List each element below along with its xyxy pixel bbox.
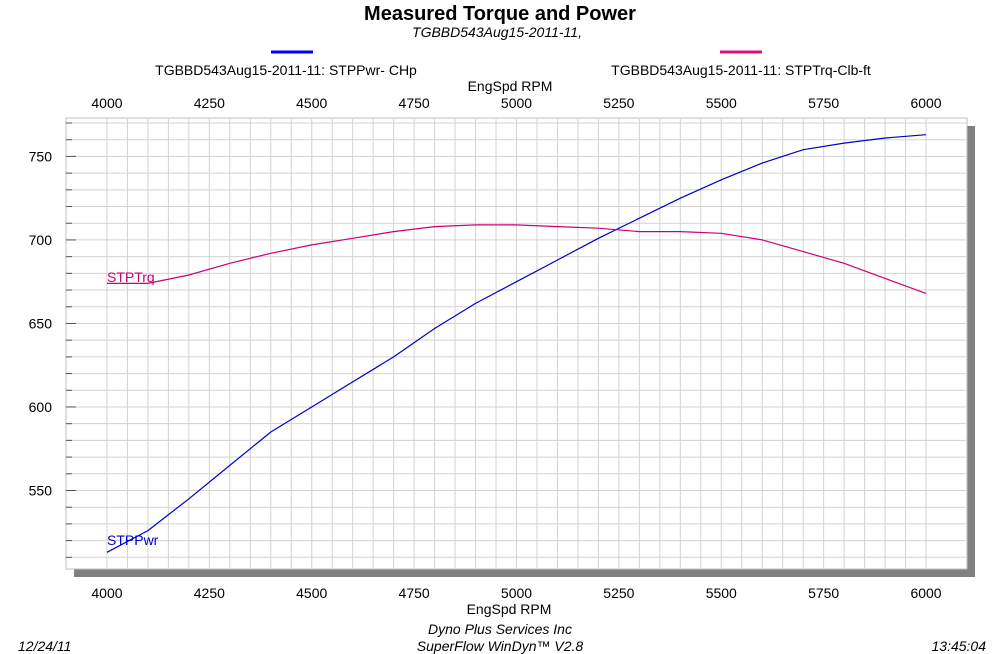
chart-subtitle: TGBBD543Aug15-2011-11, [412, 24, 582, 40]
x-tick-label-bottom: 5000 [501, 585, 532, 601]
series-layer [106, 134, 927, 553]
x-tick-label-top: 4500 [296, 95, 327, 111]
series-line-torque [107, 224, 927, 294]
x-tick-label-top: 6000 [910, 95, 941, 111]
x-tick-label-top: 4750 [399, 95, 430, 111]
x-tick-label-top: 5000 [501, 95, 532, 111]
x-tick-label-top: 5250 [603, 95, 634, 111]
footer-date: 12/24/11 [18, 638, 71, 654]
x-tick-label-top: 5500 [706, 95, 737, 111]
footer-company: Dyno Plus Services Inc [428, 621, 572, 637]
x-axis-ticks-bottom: 4000 4250 4500 4750 5000 5250 5500 5750 6000 [91, 585, 941, 601]
legend-label-torque: TGBBD543Aug15-2011-11: STPTrq-Clb-ft [611, 62, 871, 78]
x-axis-title-top: EngSpd RPM [468, 78, 553, 94]
x-tick-label-bottom: 5500 [706, 585, 737, 601]
grid [67, 119, 966, 568]
y-axis-ticks: 550 600 650 700 750 [29, 122, 76, 558]
x-tick-label-bottom: 4750 [399, 585, 430, 601]
x-axis-title-bottom: EngSpd RPM [467, 601, 552, 617]
footer-time: 13:45:04 [932, 638, 987, 654]
x-tick-label-bottom: 5750 [808, 585, 839, 601]
x-tick-label-bottom: 4500 [296, 585, 327, 601]
legend: TGBBD543Aug15-2011-11: STPPwr- CHp TGBBD… [155, 50, 871, 78]
x-tick-label-top: 4000 [91, 95, 122, 111]
chart-title: Measured Torque and Power [364, 3, 636, 25]
y-tick-label: 550 [29, 482, 53, 498]
series-line-power [106, 134, 927, 553]
x-tick-label-bottom: 4000 [91, 585, 122, 601]
series-label-torque: STPTrq [107, 269, 155, 285]
x-axis-ticks-top: 4000 4250 4500 4750 5000 5250 5500 5750 6000 [91, 95, 941, 111]
legend-label-power: TGBBD543Aug15-2011-11: STPPwr- CHp [155, 62, 417, 78]
x-tick-label-bottom: 5250 [603, 585, 634, 601]
y-tick-label: 750 [29, 148, 53, 164]
y-tick-label: 600 [29, 399, 53, 415]
footer-software: SuperFlow WinDyn™ V2.8 [417, 638, 584, 654]
series-label-power: STPPwr [107, 532, 159, 548]
x-tick-label-top: 4250 [194, 95, 225, 111]
x-tick-label-top: 5750 [808, 95, 839, 111]
y-tick-label: 650 [29, 315, 53, 331]
x-tick-label-bottom: 6000 [910, 585, 941, 601]
y-tick-label: 700 [29, 232, 53, 248]
x-tick-label-bottom: 4250 [194, 585, 225, 601]
